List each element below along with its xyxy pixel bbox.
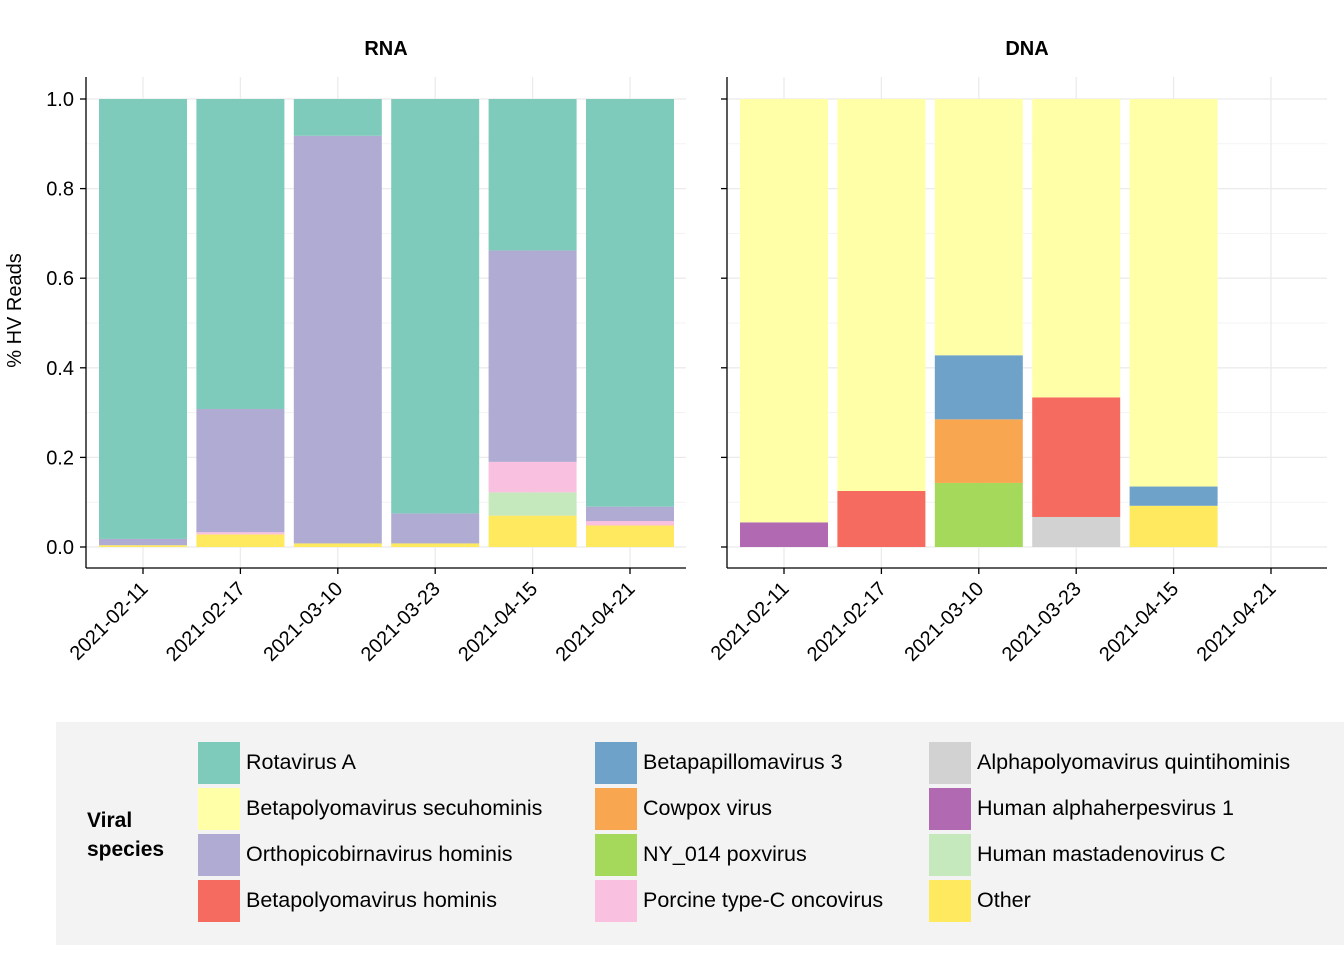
bar-segment-betapolyomavirus-secuhominis xyxy=(740,99,828,523)
legend-label: Human mastadenovirus C xyxy=(977,842,1226,866)
panel-dna: 2021-02-11 2021-02-17 2021-03-10 2021-03-23… xyxy=(707,38,1327,666)
legend-swatch xyxy=(595,788,637,830)
legend-label: Betapolyomavirus secuhominis xyxy=(246,796,543,820)
bar-segment-other xyxy=(1129,505,1218,547)
bar-segment-orthopicobirnavirus-hominis xyxy=(586,506,674,522)
bar-segment-rotavirus-a xyxy=(488,99,577,251)
legend-label: Rotavirus A xyxy=(246,750,356,774)
bar-segment-betapapillomavirus-3 xyxy=(934,355,1023,420)
legend-swatch xyxy=(198,880,240,922)
legend-swatch xyxy=(595,880,637,922)
legend-title: Viral species xyxy=(87,806,197,864)
bar-segment-rotavirus-a xyxy=(293,99,382,136)
bar-segment-betapolyomavirus-secuhominis xyxy=(1129,99,1218,487)
bar-segment-betapolyomavirus-secuhominis xyxy=(934,99,1023,356)
x-tick-label: 2021-03-10 xyxy=(259,578,347,666)
x-tick-label: 2021-02-17 xyxy=(162,578,250,666)
y-tick-label: 0.4 xyxy=(46,358,74,380)
legend: Viral species Rotavirus A Betapolyomaviru… xyxy=(56,722,1344,945)
legend-label: NY_014 poxvirus xyxy=(643,842,807,866)
legend-swatch xyxy=(198,834,240,876)
legend-swatch xyxy=(198,742,240,784)
bar-segment-porcine-type-c-oncovirus xyxy=(488,461,577,493)
y-tick-label: 0.6 xyxy=(46,268,74,290)
bar-segment-betapolyomavirus-hominis xyxy=(837,491,926,547)
bar-segment-betapapillomavirus-3 xyxy=(1129,486,1218,506)
legend-swatch xyxy=(929,742,971,784)
legend-label: Other xyxy=(977,888,1031,912)
x-tick-label: 2021-02-17 xyxy=(803,578,891,666)
bar-segment-orthopicobirnavirus-hominis xyxy=(196,409,285,533)
legend-swatch xyxy=(595,742,637,784)
legend-label: Human alphaherpesvirus 1 xyxy=(977,796,1234,820)
legend-swatch xyxy=(929,788,971,830)
x-tick-label: 2021-04-15 xyxy=(1095,578,1183,666)
x-tick-label: 2021-03-23 xyxy=(998,578,1086,666)
bar-segment-betapolyomavirus-hominis xyxy=(1032,397,1121,517)
bar-segment-other xyxy=(391,543,480,547)
bar-segment-betapolyomavirus-secuhominis xyxy=(837,99,926,491)
legend-swatch xyxy=(595,834,637,876)
legend-label: Betapapillomavirus 3 xyxy=(643,750,843,774)
bar-segment-ny-014-poxvirus xyxy=(934,482,1023,547)
legend-label: Alphapolyomavirus quintihominis xyxy=(977,750,1291,774)
x-tick-label: 2021-04-15 xyxy=(454,578,542,666)
bar-segment-porcine-type-c-oncovirus xyxy=(586,521,674,526)
legend-label: Orthopicobirnavirus hominis xyxy=(246,842,513,866)
bar-segment-rotavirus-a xyxy=(586,99,674,507)
bar-segment-betapolyomavirus-secuhominis xyxy=(1032,99,1121,398)
y-tick-label: 1.0 xyxy=(46,89,74,111)
x-tick-label: 2021-02-11 xyxy=(66,578,153,665)
bar-segment-other xyxy=(488,515,577,547)
bar-segment-other xyxy=(196,534,285,547)
legend-label: Betapolyomavirus hominis xyxy=(246,888,497,912)
y-tick-label: 0.2 xyxy=(46,447,74,469)
bar-segment-orthopicobirnavirus-hominis xyxy=(99,538,187,546)
legend-swatch xyxy=(198,788,240,830)
x-tick-label: 2021-04-21 xyxy=(1193,578,1281,666)
x-tick-label: 2021-04-21 xyxy=(552,578,640,666)
bar-segment-orthopicobirnavirus-hominis xyxy=(488,250,577,462)
bar-segment-orthopicobirnavirus-hominis xyxy=(391,513,480,544)
bar-segment-rotavirus-a xyxy=(196,99,285,410)
bar-segment-porcine-type-c-oncovirus xyxy=(196,532,285,535)
bar-segment-alphapolyomavirus-quintihominis xyxy=(1032,516,1121,547)
bar-segment-other xyxy=(586,525,674,547)
y-axis-title: % HV Reads xyxy=(4,253,26,368)
x-tick-label: 2021-03-10 xyxy=(900,578,988,666)
bar-segment-other xyxy=(293,543,382,547)
legend-label: Cowpox virus xyxy=(643,796,773,820)
bar-segment-rotavirus-a xyxy=(391,99,480,514)
x-tick-label: 2021-03-23 xyxy=(357,578,445,666)
legend-label: Porcine type-C oncovirus xyxy=(643,888,884,912)
x-tick-label: 2021-02-11 xyxy=(707,578,794,665)
bar-segment-rotavirus-a xyxy=(99,99,187,539)
bar-segment-human-alphaherpesvirus-1 xyxy=(740,522,828,547)
panel-title: RNA xyxy=(364,38,407,60)
bar-segment-cowpox-virus xyxy=(934,419,1023,483)
bar-segment-human-mastadenovirus-c xyxy=(488,492,577,516)
y-tick-label: 0.0 xyxy=(46,537,74,559)
panel-title: DNA xyxy=(1005,38,1048,60)
legend-title-text: Viral species xyxy=(87,809,165,861)
y-tick-label: 0.8 xyxy=(46,179,74,201)
legend-swatch xyxy=(929,880,971,922)
bar-segment-orthopicobirnavirus-hominis xyxy=(293,135,382,544)
legend-swatch xyxy=(929,834,971,876)
bar-segment-other xyxy=(99,545,187,547)
